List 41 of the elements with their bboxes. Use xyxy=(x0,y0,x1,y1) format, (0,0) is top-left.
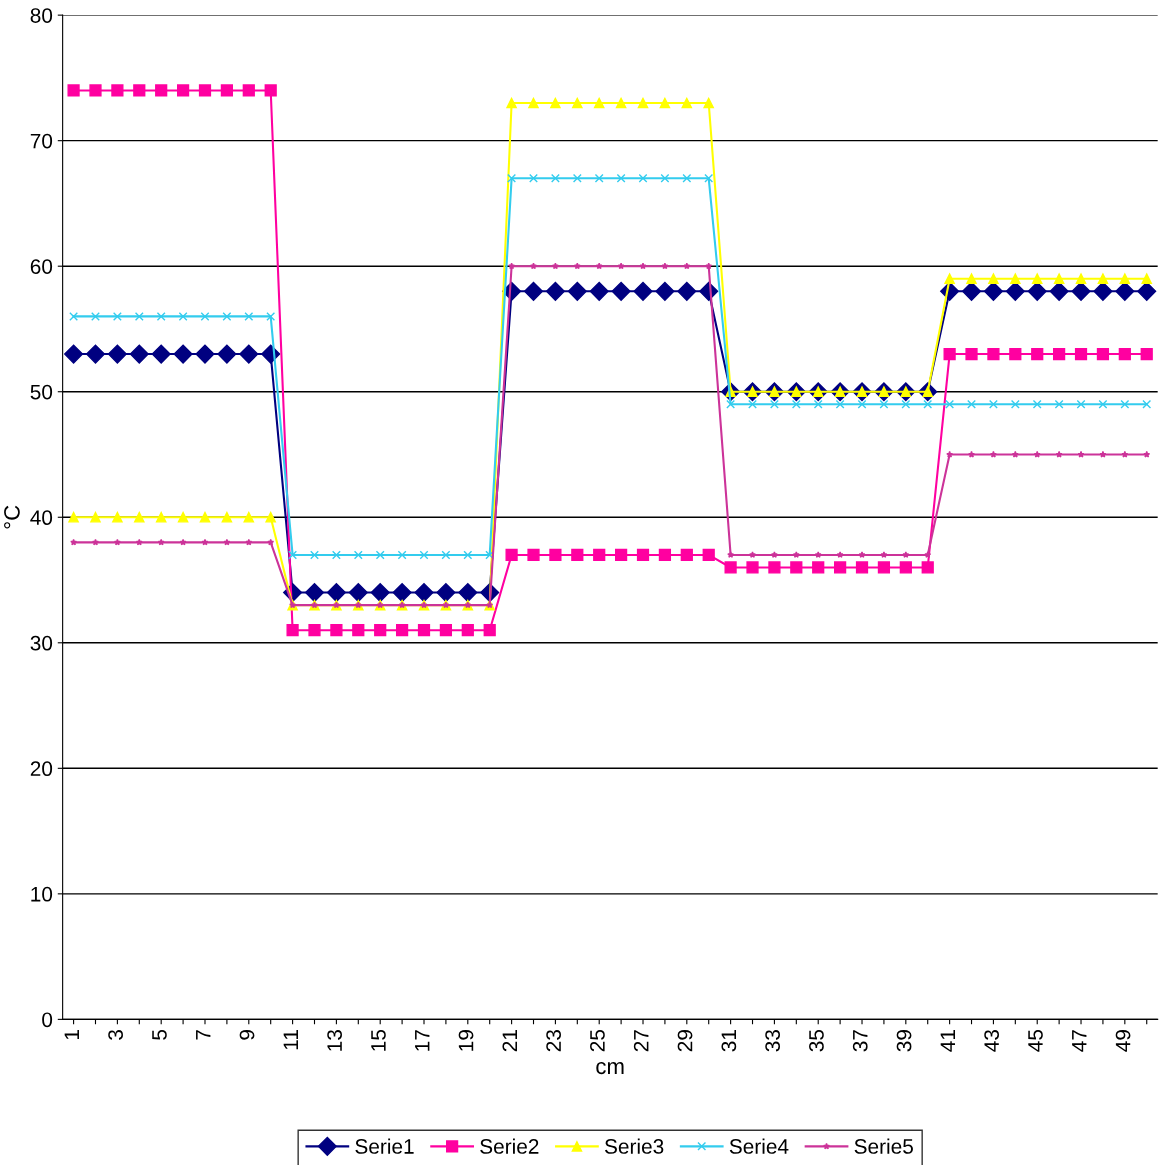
y-tick-label: 40 xyxy=(30,510,53,526)
x-tick-label: 9 xyxy=(239,1030,255,1040)
y-tick-label: 20 xyxy=(30,761,53,777)
y-tick-label: 50 xyxy=(30,384,53,400)
x-tick-label: 49 xyxy=(1115,1030,1131,1052)
y-tick-label: 60 xyxy=(30,259,53,274)
legend-label: Serie2 xyxy=(480,1138,539,1154)
x-tick-label: 29 xyxy=(677,1030,693,1052)
x-tick-label: 13 xyxy=(327,1030,342,1051)
x-tick-label: 3 xyxy=(108,1030,123,1040)
x-axis-title: cm xyxy=(596,1061,624,1075)
x-tick-label: 33 xyxy=(765,1030,781,1052)
x-tick-label: 31 xyxy=(721,1030,737,1052)
x-tick-label: 43 xyxy=(984,1030,1000,1052)
legend-label: Serie4 xyxy=(729,1138,789,1154)
legend-label: Serie5 xyxy=(854,1138,913,1154)
x-tick-label: 45 xyxy=(1028,1029,1043,1052)
x-tick-label: 1 xyxy=(64,1030,79,1040)
x-tick-label: 23 xyxy=(546,1030,561,1052)
y-axis-title: °C xyxy=(4,505,20,529)
y-tick-label: 70 xyxy=(30,133,53,149)
x-tick-label: 41 xyxy=(940,1030,956,1052)
y-tick-label: 0 xyxy=(42,1012,53,1028)
y-tick-label: 80 xyxy=(30,8,53,23)
x-tick-label: 39 xyxy=(896,1030,912,1052)
legend-label: Serie1 xyxy=(355,1138,414,1154)
x-tick-label: 27 xyxy=(633,1030,649,1052)
x-tick-label: 11 xyxy=(283,1030,298,1050)
legend-label: Serie3 xyxy=(604,1138,664,1154)
x-tick-label: 7 xyxy=(196,1030,211,1040)
x-tick-label: 47 xyxy=(1072,1030,1087,1052)
x-tick-label: 21 xyxy=(502,1030,517,1052)
y-tick-label: 30 xyxy=(30,635,53,651)
x-tick-label: 25 xyxy=(590,1029,605,1052)
y-tick-label: 10 xyxy=(31,886,53,902)
x-tick-label: 17 xyxy=(415,1030,430,1051)
x-tick-label: 5 xyxy=(152,1029,167,1040)
x-tick-label: 37 xyxy=(852,1030,868,1052)
x-tick-label: 19 xyxy=(458,1030,474,1051)
x-tick-label: 35 xyxy=(809,1029,824,1052)
x-tick-label: 15 xyxy=(371,1029,386,1051)
